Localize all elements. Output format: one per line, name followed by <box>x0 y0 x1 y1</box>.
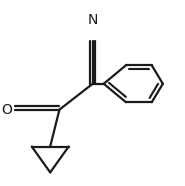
Text: N: N <box>88 12 98 27</box>
Text: O: O <box>1 103 12 117</box>
